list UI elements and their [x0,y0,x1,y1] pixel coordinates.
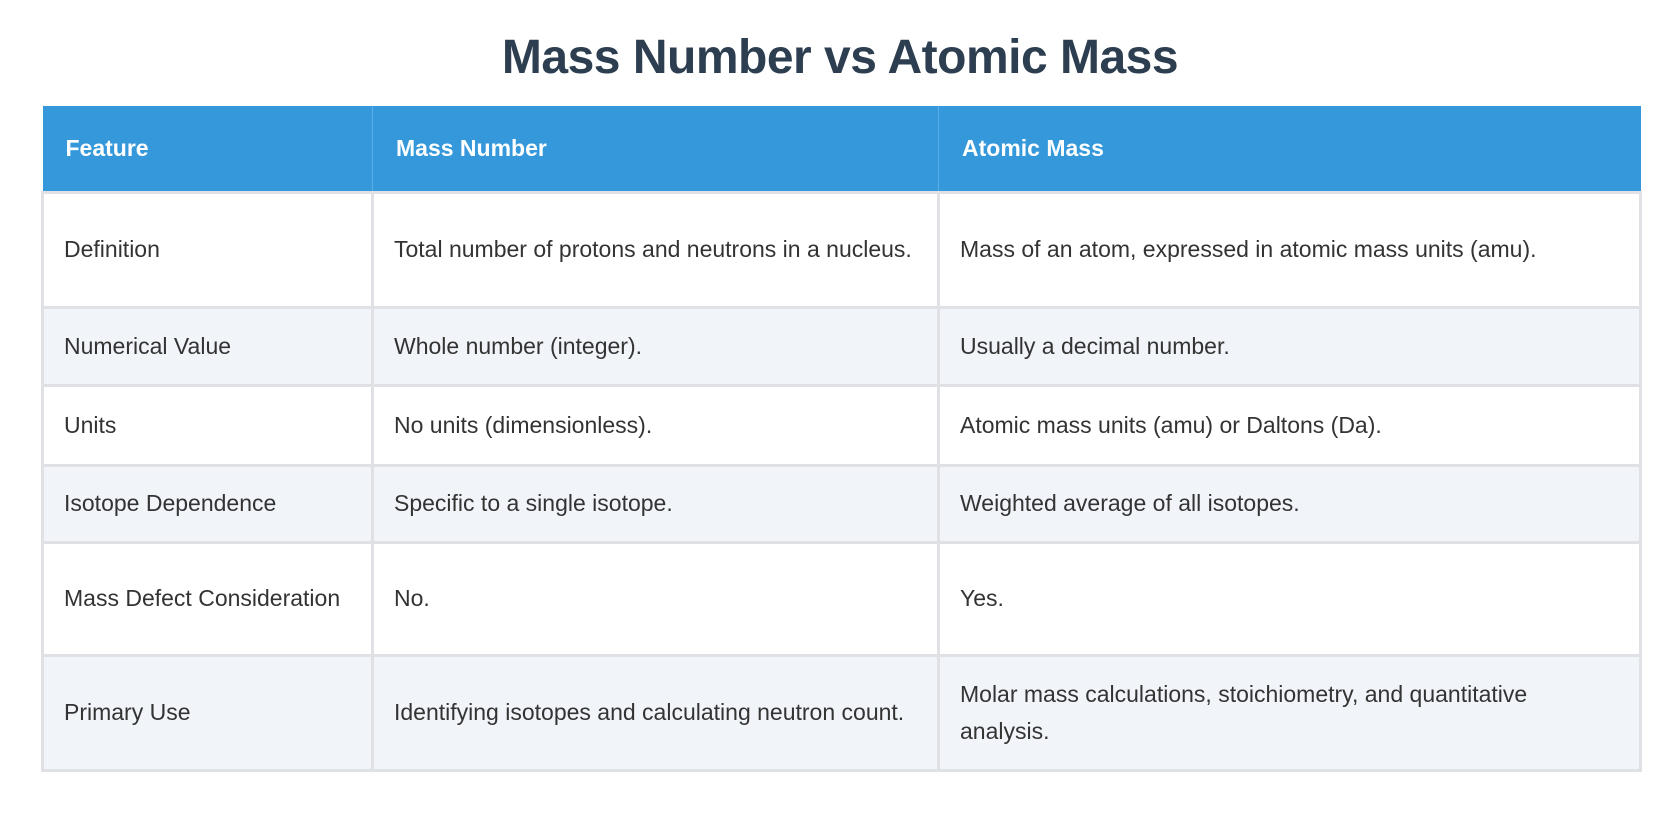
feature-cell: Numerical Value [41,305,374,387]
column-header-atomic-mass: Atomic Mass [938,106,1641,192]
table-row: Isotope Dependence Specific to a single … [41,463,1642,544]
column-header-mass-number: Mass Number [372,106,939,192]
table-row: Definition Total number of protons and n… [41,190,1642,309]
table-row: Mass Defect Consideration No. Yes. [41,540,1642,657]
table-header-row: Feature Mass Number Atomic Mass [42,106,1641,192]
mass-number-cell: Specific to a single isotope. [371,463,940,544]
atomic-mass-cell: Atomic mass units (amu) or Daltons (Da). [937,383,1642,467]
table-row: Units No units (dimensionless). Atomic m… [41,383,1642,467]
column-header-feature: Feature [42,106,373,192]
feature-cell: Units [41,383,374,467]
mass-number-cell: Whole number (integer). [371,305,940,387]
page-title: Mass Number vs Atomic Mass [501,31,1179,84]
mass-number-cell: No units (dimensionless). [371,383,940,467]
mass-number-cell: No. [371,540,940,657]
atomic-mass-cell: Molar mass calculations, stoichiometry, … [937,653,1642,772]
comparison-table: Feature Mass Number Atomic Mass Definiti… [41,106,1642,772]
feature-cell: Primary Use [41,653,374,772]
atomic-mass-cell: Yes. [937,540,1642,657]
atomic-mass-cell: Mass of an atom, expressed in atomic mas… [937,190,1642,309]
atomic-mass-cell: Usually a decimal number. [937,305,1642,387]
table-row: Numerical Value Whole number (integer). … [41,305,1642,387]
feature-cell: Isotope Dependence [41,463,374,544]
atomic-mass-cell: Weighted average of all isotopes. [937,463,1642,544]
mass-number-cell: Total number of protons and neutrons in … [371,190,940,309]
feature-cell: Mass Defect Consideration [41,540,374,657]
table-row: Primary Use Identifying isotopes and cal… [41,653,1642,772]
feature-cell: Definition [41,190,374,309]
mass-number-cell: Identifying isotopes and calculating neu… [371,653,940,772]
